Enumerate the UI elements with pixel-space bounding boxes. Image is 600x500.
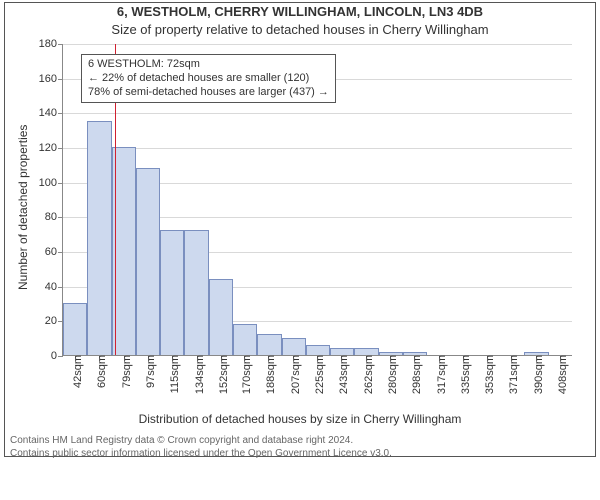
y-tick-label: 40	[45, 281, 63, 293]
histogram-bar	[257, 334, 281, 355]
histogram-bar	[160, 230, 184, 355]
x-tick-label: 262sqm	[357, 355, 375, 394]
x-tick-label: 390sqm	[527, 355, 545, 394]
histogram-bar	[306, 345, 330, 355]
x-tick-label: 335sqm	[454, 355, 472, 394]
x-tick-label: 280sqm	[381, 355, 399, 394]
chart-plot-area: 02040608010012014016018042sqm60sqm79sqm9…	[62, 44, 572, 356]
histogram-bar	[233, 324, 257, 355]
x-tick-label: 408sqm	[551, 355, 569, 394]
x-tick-label: 42sqm	[66, 355, 84, 388]
x-tick-label: 188sqm	[259, 355, 277, 394]
x-tick-label: 371sqm	[502, 355, 520, 394]
x-tick-label: 134sqm	[188, 355, 206, 394]
x-tick-label: 207sqm	[284, 355, 302, 394]
x-tick-label: 97sqm	[139, 355, 157, 388]
x-tick-label: 317sqm	[430, 355, 448, 394]
histogram-bar	[87, 121, 111, 355]
y-axis-label: Number of detached properties	[16, 125, 30, 290]
y-tick-label: 60	[45, 246, 63, 258]
histogram-bar	[330, 348, 354, 355]
x-tick-label: 79sqm	[115, 355, 133, 388]
x-tick-label: 170sqm	[235, 355, 253, 394]
x-tick-label: 152sqm	[212, 355, 230, 394]
histogram-bar	[63, 303, 87, 355]
y-tick-label: 180	[39, 38, 63, 50]
y-tick-label: 80	[45, 211, 63, 223]
x-tick-label: 298sqm	[405, 355, 423, 394]
histogram-bar	[136, 168, 160, 355]
y-tick-label: 100	[39, 177, 63, 189]
histogram-bar	[354, 348, 378, 355]
grid-line	[63, 148, 572, 149]
x-tick-label: 60sqm	[90, 355, 108, 388]
y-tick-label: 140	[39, 107, 63, 119]
x-tick-label: 225sqm	[308, 355, 326, 394]
histogram-bar	[209, 279, 233, 355]
y-tick-label: 20	[45, 315, 63, 327]
x-tick-label: 243sqm	[332, 355, 350, 394]
grid-line	[63, 113, 572, 114]
y-tick-label: 160	[39, 73, 63, 85]
x-tick-label: 115sqm	[163, 355, 181, 393]
annotation-line-3: 78% of semi-detached houses are larger (…	[88, 86, 329, 100]
histogram-bar	[184, 230, 208, 355]
histogram-bar	[282, 338, 306, 355]
x-tick-label: 353sqm	[478, 355, 496, 394]
annotation-line-1: 6 WESTHOLM: 72sqm	[88, 58, 329, 72]
chart-footer: Contains HM Land Registry data © Crown c…	[10, 434, 392, 460]
footer-line-2: Contains public sector information licen…	[10, 447, 392, 460]
x-axis-label: Distribution of detached houses by size …	[0, 412, 600, 426]
annotation-line-2: ← 22% of detached houses are smaller (12…	[88, 72, 329, 86]
footer-line-1: Contains HM Land Registry data © Crown c…	[10, 434, 392, 447]
y-tick-label: 0	[51, 350, 63, 362]
y-tick-label: 120	[39, 142, 63, 154]
chart-annotation: 6 WESTHOLM: 72sqm ← 22% of detached hous…	[81, 54, 336, 103]
grid-line	[63, 44, 572, 45]
